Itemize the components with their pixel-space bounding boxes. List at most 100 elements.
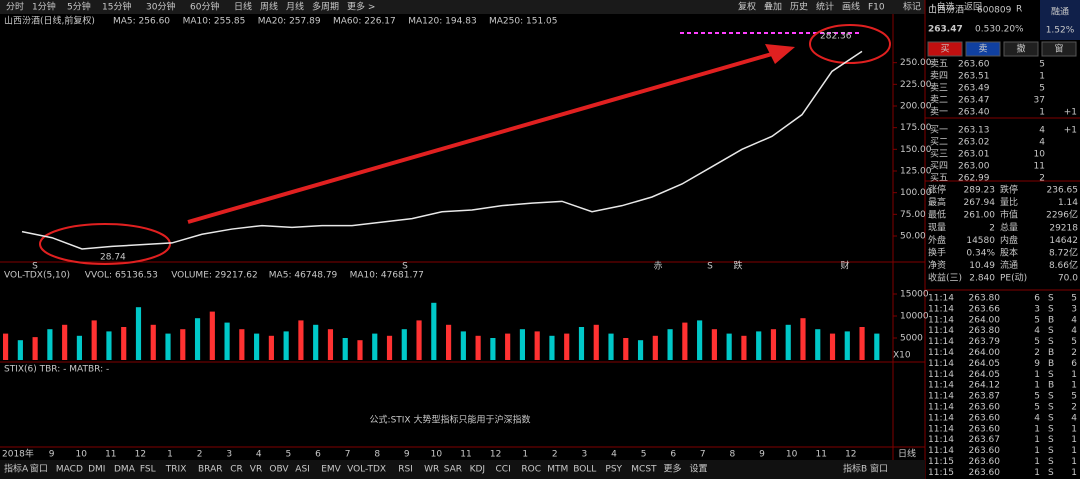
indicator-tab[interactable]: OBV	[269, 465, 289, 475]
arrow-head	[765, 44, 795, 64]
x-axis-label: 9	[759, 450, 765, 460]
indicator-tab[interactable]: EMV	[321, 465, 341, 475]
book-level: 买五	[930, 173, 948, 184]
indicator-tab[interactable]: 指标A	[4, 463, 29, 475]
indicator-tab[interactable]: RSI	[398, 465, 413, 475]
event-mark: S	[402, 262, 408, 272]
indicator-tab[interactable]: SAR	[444, 465, 462, 475]
volume-bar	[741, 335, 747, 360]
indicator-tab[interactable]: KDJ	[470, 465, 486, 475]
indicator-tab[interactable]: 指标B	[843, 463, 867, 475]
indicator-tab[interactable]: MCST	[631, 465, 657, 475]
toolbar-tab[interactable]: 日线	[234, 1, 252, 13]
toolbar-tab[interactable]: 15分钟	[102, 1, 131, 13]
volume-bar	[150, 324, 156, 360]
volume-bar	[431, 302, 437, 360]
trade-time: 11:14	[928, 392, 954, 402]
indicator-tab[interactable]: CR	[230, 465, 243, 475]
trade-side: B	[1048, 381, 1054, 391]
trade-button[interactable]	[1041, 41, 1077, 57]
indicator-tab[interactable]: MTM	[547, 465, 568, 475]
trade-side: S	[1048, 392, 1054, 402]
trade-side: S	[1048, 294, 1054, 304]
book-level: 卖五	[930, 59, 948, 70]
book-price: 263.02	[958, 138, 990, 148]
indicator-tab[interactable]: 窗口	[870, 463, 888, 475]
toolbar-tab[interactable]: 周线	[260, 1, 278, 13]
indicator-tab[interactable]: VR	[250, 465, 262, 475]
toolbar-button[interactable]: 历史	[790, 1, 808, 13]
toolbar-tab[interactable]: 月线	[286, 1, 304, 13]
price-change: 0.53	[975, 25, 995, 35]
trade-price: 264.00	[969, 315, 1001, 325]
toolbar-tab[interactable]: 更多 >	[347, 1, 375, 13]
stock-name: 山西汾酒	[928, 5, 964, 16]
toolbar-tab[interactable]: 60分钟	[190, 1, 219, 13]
trade-side: B	[1048, 359, 1054, 369]
volume-bar	[829, 333, 836, 360]
book-level: 买三	[930, 149, 948, 160]
price-pct: 0.20%	[995, 25, 1024, 35]
toolbar-button[interactable]: F10	[868, 3, 885, 13]
toolbar-button[interactable]: +自选	[929, 1, 955, 13]
trade-button-label: 卖	[978, 44, 987, 55]
book-price: 263.01	[958, 150, 990, 160]
indicator-tab[interactable]: VOL-TDX	[347, 465, 386, 475]
high-label: 282.36	[820, 32, 852, 42]
indicator-tab[interactable]: DMA	[114, 465, 136, 475]
volume-bar	[91, 320, 97, 360]
toolbar-button[interactable]: 叠加	[764, 2, 782, 13]
indicator-tab[interactable]: MACD	[56, 465, 83, 475]
toolbar-tab[interactable]: 分时	[6, 1, 24, 13]
indicator-tab[interactable]: ASI	[295, 465, 310, 475]
toolbar-tab[interactable]: 30分钟	[146, 1, 175, 13]
trade-button[interactable]	[927, 41, 963, 57]
trade-time: 11:14	[928, 424, 954, 434]
indicator-tab[interactable]: ROC	[521, 465, 541, 475]
volume-bar	[342, 338, 348, 360]
trade-time: 11:15	[928, 468, 954, 478]
toolbar-button[interactable]: 返回	[964, 1, 982, 13]
indicator-tab[interactable]: WR	[424, 465, 439, 475]
toolbar-button[interactable]: 统计	[816, 1, 834, 13]
stat-value: 8.66亿	[1049, 259, 1078, 271]
volume-bar	[106, 331, 112, 360]
indicator-tab[interactable]: 设置	[690, 464, 708, 475]
trade-price: 263.87	[969, 392, 1001, 402]
side-button[interactable]: 融通	[1051, 7, 1069, 18]
toolbar-button[interactable]: 复权	[738, 1, 756, 13]
trade-side: B	[1048, 348, 1054, 358]
toolbar-button[interactable]: 标记	[903, 1, 921, 13]
volume-bar	[726, 333, 732, 360]
arrow-shaft	[187, 52, 773, 224]
trade-button[interactable]	[1003, 41, 1039, 57]
indicator-tab[interactable]: 更多	[664, 463, 682, 475]
trade-time: 11:14	[928, 435, 954, 445]
trade-button[interactable]	[965, 41, 1001, 57]
toolbar-tab[interactable]: 1分钟	[32, 1, 56, 13]
stat-value: 0.34%	[966, 249, 995, 259]
volume-bar	[608, 333, 614, 360]
indicator-tab[interactable]: PSY	[605, 465, 622, 475]
trade-side: S	[1048, 337, 1054, 347]
x-axis-label: 7	[345, 450, 351, 460]
toolbar-tab[interactable]: 多周期	[312, 1, 339, 13]
indicator-tab[interactable]: BOLL	[573, 465, 596, 475]
y-tick-label: 75.00	[900, 210, 926, 220]
indicator-tab[interactable]: BRAR	[198, 465, 222, 475]
indicator-tab[interactable]: 窗口	[30, 463, 48, 475]
indicator-tab[interactable]: CCI	[496, 465, 511, 475]
chart-title: 山西汾酒(日线,前复权)	[4, 15, 95, 27]
indicator-tab[interactable]: DMI	[88, 465, 105, 475]
volume-bar	[47, 329, 53, 360]
stat-label: 流通	[1000, 259, 1018, 271]
toolbar-button[interactable]: 画线	[842, 1, 860, 13]
indicator-tab[interactable]: TRIX	[165, 465, 187, 475]
volume-bar	[268, 335, 274, 360]
indicator-tab[interactable]: FSL	[140, 465, 156, 475]
volume-bar	[76, 335, 83, 360]
toolbar-tab[interactable]: 5分钟	[67, 1, 91, 13]
x-axis-label: 1	[167, 450, 173, 460]
book-delta: +1	[1064, 108, 1077, 118]
